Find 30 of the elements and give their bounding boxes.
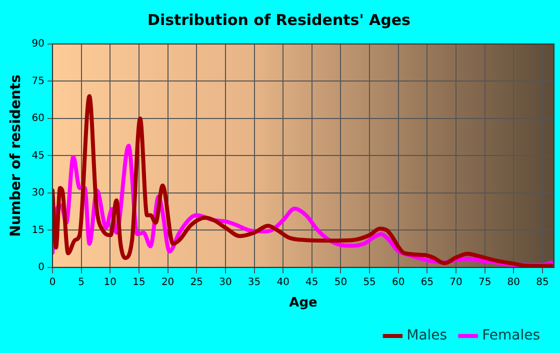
x-tick-label: 65 [420,276,434,288]
x-tick-label: 30 [219,276,232,288]
x-tick-label: 85 [536,276,549,288]
x-tick-label: 5 [78,276,85,288]
x-tick-label: 0 [49,276,56,288]
x-tick-label: 55 [363,276,376,288]
x-tick-label: 45 [306,276,318,288]
x-tick-label: 75 [478,276,492,288]
y-axis-title: Number of residents [8,74,24,237]
x-tick-label: 80 [507,276,520,288]
x-tick-label: 20 [161,276,174,288]
y-tick-label: 60 [32,113,45,124]
x-tick-label: 40 [276,276,290,288]
x-tick-label: 70 [450,276,462,288]
y-tick-label: 0 [38,262,45,273]
y-tick-label: 30 [32,188,45,199]
y-tick-label: 90 [32,38,45,50]
legend-label: Females [482,328,540,344]
x-tick-label: 60 [392,276,405,288]
y-tick-label: 75 [32,76,45,87]
y-tick-label: 45 [32,150,45,162]
y-tick-label: 15 [32,224,45,236]
legend-label: Males [406,328,448,344]
x-tick-label: 50 [334,276,348,288]
x-tick-label: 15 [132,276,146,288]
x-tick-label: 10 [104,276,117,288]
x-tick-label: 25 [190,276,203,288]
x-tick-label: 35 [248,276,261,288]
chart-title: Distribution of Residents' Ages [148,10,411,29]
x-axis-title: Age [289,296,318,311]
